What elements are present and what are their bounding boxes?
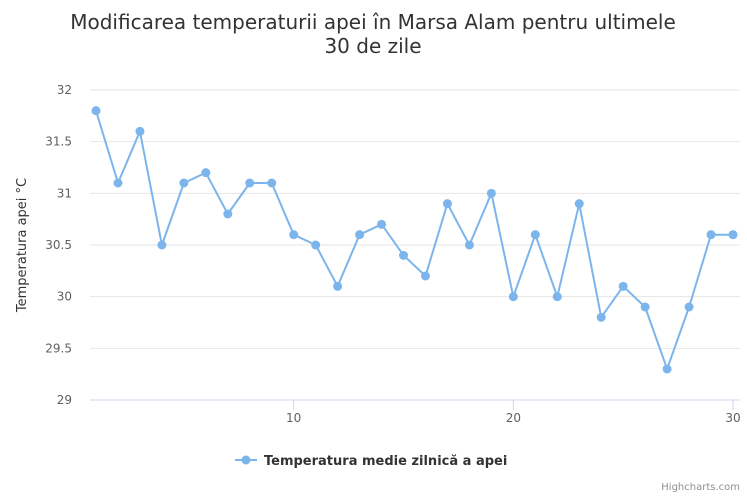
data-point[interactable]	[640, 302, 650, 312]
y-tick-label: 29.5	[45, 341, 72, 355]
data-point[interactable]	[684, 302, 694, 312]
data-point[interactable]	[267, 178, 277, 188]
x-tick-label: 20	[506, 411, 521, 425]
data-point[interactable]	[355, 230, 365, 240]
data-point[interactable]	[135, 126, 145, 136]
credits-link[interactable]: Highcharts.com	[661, 482, 740, 493]
y-tick-label: 29	[57, 393, 72, 407]
y-axis-title: Temperatura apei °C	[15, 178, 30, 313]
y-tick-label: 32	[57, 83, 72, 97]
series-group	[91, 106, 738, 374]
chart-title-line-2: 30 de zile	[324, 34, 421, 58]
data-point[interactable]	[574, 199, 584, 209]
series-line	[95, 109, 734, 370]
y-tick-label: 30.5	[45, 238, 72, 252]
data-point[interactable]	[530, 230, 540, 240]
y-tick-label: 31.5	[45, 135, 72, 149]
data-point[interactable]	[311, 240, 321, 250]
data-point[interactable]	[728, 230, 738, 240]
data-point[interactable]	[245, 178, 255, 188]
data-point[interactable]	[91, 106, 101, 116]
y-tick-label: 30	[57, 290, 72, 304]
data-point[interactable]	[486, 188, 496, 198]
data-point[interactable]	[442, 199, 452, 209]
data-point[interactable]	[399, 250, 409, 260]
x-tick-label: 30	[725, 411, 740, 425]
data-point[interactable]	[333, 281, 343, 291]
data-point[interactable]	[377, 219, 387, 229]
data-point[interactable]	[596, 312, 606, 322]
x-axis-ticks: 10 20 30	[286, 400, 741, 425]
data-point[interactable]	[201, 168, 211, 178]
data-point[interactable]	[223, 209, 233, 219]
grid-lines	[90, 89, 740, 401]
data-point[interactable]	[552, 292, 562, 302]
y-tick-label: 31	[57, 186, 72, 200]
data-point[interactable]	[179, 178, 189, 188]
data-point[interactable]	[618, 281, 628, 291]
data-point[interactable]	[706, 230, 716, 240]
data-point[interactable]	[420, 271, 430, 281]
legend-item-label[interactable]: Temperatura medie zilnică a apei	[264, 454, 507, 469]
data-point[interactable]	[113, 178, 123, 188]
data-point[interactable]	[289, 230, 299, 240]
data-point[interactable]	[662, 364, 672, 374]
legend[interactable]: Temperatura medie zilnică a apei	[235, 454, 507, 469]
x-tick-label: 10	[286, 411, 301, 425]
data-point[interactable]	[157, 240, 167, 250]
chart-title-line-1: Modificarea temperaturii apei în Marsa A…	[70, 10, 676, 34]
data-point[interactable]	[508, 292, 518, 302]
y-axis-ticks: 29 29.5 30 30.5 31 31.5 32	[45, 83, 72, 407]
legend-marker-icon	[241, 455, 251, 465]
data-point[interactable]	[464, 240, 474, 250]
